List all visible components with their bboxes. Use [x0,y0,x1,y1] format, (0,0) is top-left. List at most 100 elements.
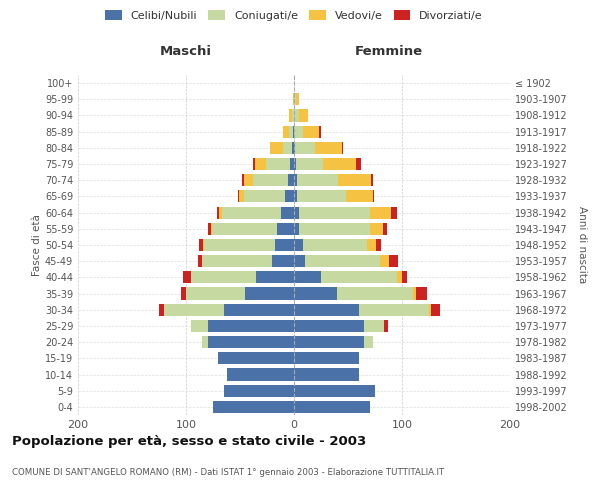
Bar [294,142,295,154]
Bar [281,206,294,218]
Bar [253,158,255,170]
Bar [294,336,364,348]
Bar [293,126,294,138]
Bar [341,142,343,154]
Bar [338,174,371,186]
Bar [294,239,302,251]
Bar [296,93,299,106]
Bar [380,255,389,268]
Bar [413,288,416,300]
Bar [294,222,299,235]
Bar [186,288,245,300]
Y-axis label: Fasce di età: Fasce di età [32,214,42,276]
Text: Popolazione per età, sesso e stato civile - 2003: Popolazione per età, sesso e stato civil… [12,435,366,448]
Bar [199,239,203,251]
Legend: Celibi/Nubili, Coniugati/e, Vedovi/e, Divorziati/e: Celibi/Nubili, Coniugati/e, Vedovi/e, Di… [101,6,487,25]
Bar [373,190,374,202]
Bar [346,190,373,202]
Bar [286,190,294,202]
Bar [256,272,294,283]
Bar [337,288,413,300]
Bar [245,288,294,300]
Y-axis label: Anni di nascita: Anni di nascita [577,206,587,284]
Bar [391,206,397,218]
Bar [283,142,292,154]
Bar [294,126,302,138]
Bar [299,222,370,235]
Bar [294,174,297,186]
Bar [370,206,391,218]
Bar [202,336,208,348]
Bar [266,158,290,170]
Bar [290,158,294,170]
Bar [302,239,367,251]
Bar [383,222,387,235]
Bar [294,110,299,122]
Bar [244,190,286,202]
Bar [297,174,338,186]
Bar [213,401,294,413]
Bar [191,272,256,283]
Bar [255,158,266,170]
Bar [397,272,402,283]
Bar [294,158,296,170]
Bar [294,272,321,283]
Bar [198,255,202,268]
Bar [389,255,398,268]
Bar [292,142,294,154]
Bar [314,142,341,154]
Bar [367,239,376,251]
Bar [364,336,373,348]
Bar [205,239,275,251]
Bar [299,206,370,218]
Bar [164,304,224,316]
Bar [181,288,186,300]
Bar [270,142,283,154]
Bar [224,304,294,316]
Bar [295,142,314,154]
Bar [383,320,388,332]
Bar [299,110,308,122]
Bar [416,288,427,300]
Bar [191,320,208,332]
Bar [356,158,361,170]
Bar [293,93,294,106]
Bar [294,255,305,268]
Bar [294,190,297,202]
Bar [376,239,382,251]
Text: Maschi: Maschi [160,44,212,58]
Bar [319,126,321,138]
Bar [294,368,359,380]
Bar [402,272,407,283]
Bar [208,336,294,348]
Bar [283,126,289,138]
Bar [294,206,299,218]
Bar [287,174,294,186]
Bar [275,239,294,251]
Bar [224,384,294,397]
Bar [212,222,277,235]
Bar [294,93,296,106]
Bar [277,222,294,235]
Bar [292,110,294,122]
Bar [183,272,191,283]
Bar [305,255,380,268]
Bar [371,174,373,186]
Bar [221,206,281,218]
Bar [220,206,221,218]
Bar [242,174,244,186]
Bar [203,239,205,251]
Bar [239,190,244,202]
Bar [359,304,429,316]
Bar [244,174,253,186]
Bar [227,368,294,380]
Bar [294,304,359,316]
Bar [294,288,337,300]
Text: Femmine: Femmine [355,44,423,58]
Bar [321,272,397,283]
Bar [238,190,239,202]
Bar [211,222,212,235]
Bar [364,320,383,332]
Bar [429,304,431,316]
Bar [294,401,370,413]
